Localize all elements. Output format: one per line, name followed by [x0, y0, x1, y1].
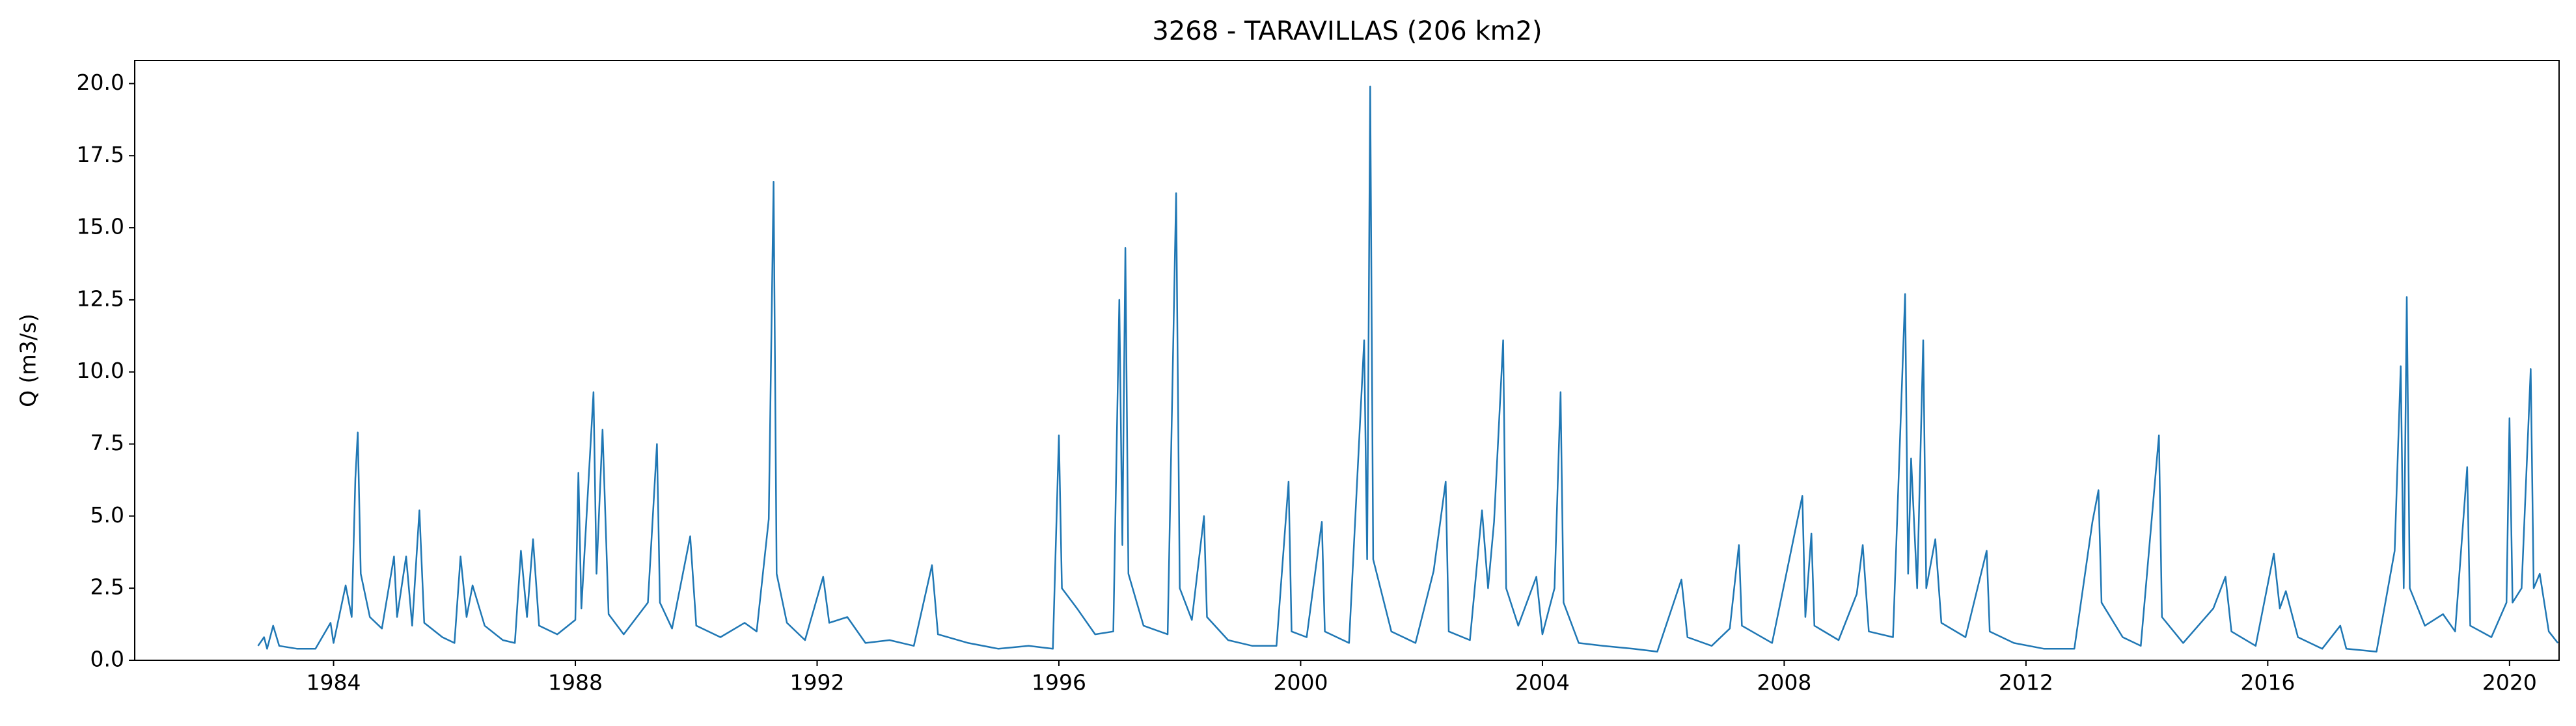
data-line [257, 85, 2559, 652]
x-tick-label: 1996 [1032, 670, 1086, 695]
y-tick-label: 17.5 [77, 142, 124, 167]
x-tick-label: 2012 [1999, 670, 2053, 695]
x-tick-label: 2020 [2482, 670, 2537, 695]
x-tick-label: 2008 [1757, 670, 1811, 695]
plot-frame [134, 60, 2560, 661]
y-tick-label: 0.0 [90, 647, 124, 672]
x-tick-label: 2004 [1515, 670, 1570, 695]
y-tick-label: 10.0 [77, 358, 124, 383]
y-tick-label: 5.0 [90, 502, 124, 528]
x-tick-label: 1988 [548, 670, 603, 695]
y-tick-label: 15.0 [77, 214, 124, 239]
x-tick-label: 2016 [2240, 670, 2295, 695]
y-tick-label: 7.5 [90, 430, 124, 455]
x-tick-label: 1992 [790, 670, 845, 695]
y-tick-label: 20.0 [77, 70, 124, 95]
y-tick-label: 2.5 [90, 574, 124, 600]
y-axis-label: Q (m3/s) [16, 314, 41, 407]
x-tick-label: 2000 [1273, 670, 1328, 695]
x-tick-label: 1984 [307, 670, 361, 695]
y-tick-label: 12.5 [77, 286, 124, 311]
chart-title: 3268 - TARAVILLAS (206 km2) [1152, 16, 1542, 46]
